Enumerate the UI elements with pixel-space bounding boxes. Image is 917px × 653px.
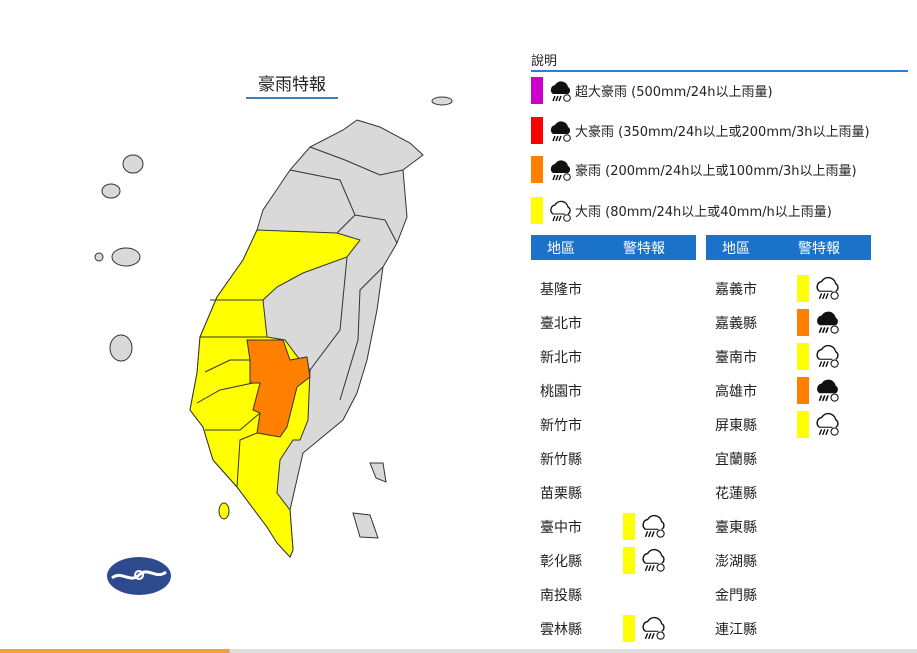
warning-level-bar	[797, 309, 809, 336]
header-warning: 警特報	[623, 240, 665, 257]
warning-level-bar	[797, 377, 809, 404]
heavy-rain-icon	[816, 276, 839, 300]
island-pengjia	[431, 96, 453, 106]
region-name: 新北市	[540, 349, 582, 366]
region-name: 屏東縣	[715, 417, 757, 434]
region-name: 嘉義市	[715, 281, 757, 298]
legend-swatch-red	[531, 117, 543, 144]
warning-level-bar	[623, 615, 635, 642]
region-name: 金門縣	[715, 587, 757, 604]
legend-swatch-purple	[531, 77, 543, 104]
region-name: 宜蘭縣	[715, 451, 757, 468]
legend-item: 大雨 (80mm/24h以上或40mm/h以上雨量)	[531, 197, 832, 224]
island-xiaoliuqiu	[218, 502, 230, 520]
taiwan-map	[94, 96, 453, 595]
heavy-rain-icon	[642, 514, 665, 538]
region-name: 基隆市	[540, 281, 582, 298]
legend-label: 大豪雨 (350mm/24h以上或200mm/3h以上雨量)	[575, 125, 870, 140]
region-name: 雲林縣	[540, 621, 582, 638]
warning-level-bar	[623, 513, 635, 540]
island-penghu-5	[109, 334, 133, 362]
bottom-border	[0, 649, 917, 653]
table-header-right: 地區 警特報	[706, 235, 871, 260]
header-warning: 警特報	[798, 240, 840, 257]
region-name: 新竹縣	[540, 451, 582, 468]
region-name: 桃園市	[540, 383, 582, 400]
legend-swatch-yellow	[531, 197, 543, 224]
island-penghu-4	[94, 252, 104, 262]
island-green	[369, 462, 387, 483]
header-region: 地區	[547, 240, 575, 257]
legend-swatch-orange	[531, 156, 543, 183]
island-penghu-3	[111, 247, 141, 267]
table-header-left: 地區 警特報	[531, 235, 696, 260]
legend-item: 大豪雨 (350mm/24h以上或200mm/3h以上雨量)	[531, 117, 870, 144]
region-name: 連江縣	[715, 621, 757, 638]
legend-item: 超大豪雨 (500mm/24h以上雨量)	[531, 77, 773, 104]
region-name: 花蓮縣	[715, 485, 757, 502]
heavy-rain-icon	[642, 548, 665, 572]
region-name: 嘉義縣	[715, 315, 757, 332]
map-title: 豪雨特報	[246, 70, 338, 99]
island-penghu-1	[122, 154, 144, 174]
extremely-heavy-rain-icon	[816, 378, 839, 402]
region-name: 彰化縣	[540, 553, 582, 570]
region-name: 南投縣	[540, 587, 582, 604]
region-name: 臺東縣	[715, 519, 757, 536]
region-name: 臺北市	[540, 315, 582, 332]
cwa-logo	[107, 557, 171, 595]
heavy-rain-icon	[816, 344, 839, 368]
legend-title: 說明	[531, 50, 908, 72]
heavy-rain-icon	[642, 616, 665, 640]
region-name: 臺南市	[715, 349, 757, 366]
heavy-rain-icon	[550, 200, 571, 222]
region-name: 臺中市	[540, 519, 582, 536]
island-orchid	[352, 512, 379, 539]
extremely-heavy-rain-icon	[550, 159, 572, 181]
legend-label: 豪雨 (200mm/24h以上或100mm/3h以上雨量)	[575, 164, 857, 179]
region-name: 高雄市	[715, 383, 757, 400]
island-penghu-2	[101, 183, 121, 199]
extreme-torrential-rain-icon	[550, 80, 572, 102]
extremely-heavy-rain-icon	[816, 310, 839, 334]
region-name: 新竹市	[540, 417, 582, 434]
warning-level-bar	[797, 275, 809, 302]
warning-level-bar	[797, 343, 809, 370]
legend-label: 超大豪雨 (500mm/24h以上雨量)	[575, 85, 773, 100]
warning-level-bar	[623, 547, 635, 574]
heavy-rain-icon	[816, 412, 839, 436]
region-name: 澎湖縣	[715, 553, 757, 570]
region-orange	[246, 339, 311, 438]
torrential-rain-icon	[550, 120, 572, 142]
region-name: 苗栗縣	[540, 485, 582, 502]
legend-label: 大雨 (80mm/24h以上或40mm/h以上雨量)	[575, 205, 832, 220]
legend-item: 豪雨 (200mm/24h以上或100mm/3h以上雨量)	[531, 156, 857, 183]
warning-level-bar	[797, 411, 809, 438]
header-region: 地區	[722, 240, 750, 257]
